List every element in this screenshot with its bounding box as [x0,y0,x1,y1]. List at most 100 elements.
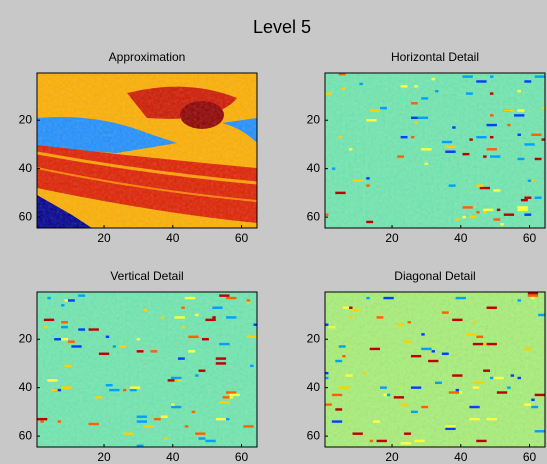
image-pixel [43,318,55,322]
image [37,292,257,447]
image-pixel [431,350,435,353]
image-pixel [143,425,154,428]
image-pixel [188,350,196,353]
image-pixel [472,381,484,385]
image-pixel [404,340,411,343]
image-pixel [486,148,497,151]
image-pixel [376,439,387,443]
image-pixel [455,218,460,221]
image-pixel [246,301,251,305]
image-pixel [445,427,456,431]
image-pixel [452,318,463,322]
image-pixel [524,403,532,406]
image-pixel [369,347,380,351]
image-pixel [338,73,346,76]
image-pixel [325,403,332,406]
image-pixel [195,313,199,317]
image-pixel [517,208,528,212]
image-pixel [517,157,525,161]
image-pixel [524,213,532,216]
image-pixel [383,393,387,397]
y-tick-label: 60 [307,209,321,223]
y-tick-label: 20 [307,112,321,126]
image-pixel [37,417,48,421]
image-pixel [455,388,460,392]
image-pixel [181,306,185,309]
image-pixel [445,150,456,153]
image-pixel [490,155,501,158]
image-pixel [524,143,535,146]
image-pixel [246,299,251,302]
x-tick-label: 60 [235,231,249,245]
image-pixel [476,211,480,214]
image-pixel [469,405,480,409]
image-pixel [462,215,466,219]
y-tick-label: 20 [307,331,321,345]
image-pixel [366,220,374,224]
image-pixel [342,354,346,358]
image-pixel [122,432,134,435]
x-tick-label: 20 [97,231,111,245]
image-pixel [524,196,532,199]
image-pixel [226,316,237,319]
image-pixel [421,347,432,351]
y-tick-label: 20 [19,331,33,345]
image-pixel [483,369,490,372]
image-pixel [462,75,473,78]
image-pixel [61,321,68,324]
image-pixel [136,338,141,341]
image-pixel [71,345,82,348]
image-pixel [195,374,199,377]
image [325,292,545,447]
image-pixel [380,386,387,389]
image-pixel [335,191,346,195]
image-pixel [345,374,353,377]
image-pixel [534,196,542,199]
image-pixel [47,296,51,300]
image-pixel [479,186,490,190]
axes-box [324,72,546,229]
image-pixel [98,352,110,355]
image-pixel [54,338,62,341]
image-pixel [325,323,329,326]
image-pixel [448,391,460,394]
image-pixel [174,316,185,319]
image-pixel [177,357,185,360]
y-tick-label: 20 [19,112,33,126]
image-pixel [349,316,353,319]
image-content [325,73,545,228]
image-pixel [476,184,484,187]
image-pixel [342,306,350,309]
image-pixel [527,292,539,295]
image-pixel [198,437,206,440]
image-pixel [78,294,86,297]
image-pixel [43,325,48,329]
image-pixel [369,109,380,112]
image-pixel [493,376,504,380]
image-pixel [441,311,449,314]
image-pixel [383,296,394,300]
image-pixel [448,184,456,187]
image-pixel [57,420,62,423]
image-noise [325,292,545,447]
image-pixel [452,374,463,377]
image-pixel [520,198,528,202]
image-pixel [160,415,168,418]
image-pixel [64,364,72,368]
image-pixel [517,133,521,136]
image-pixel [331,167,336,170]
image-pixel [469,138,473,141]
image-pixel [424,162,429,166]
image-pixel [88,328,99,331]
image-pixel [325,376,329,380]
image-pixel [78,328,86,331]
image-pixel [397,155,405,158]
image-pixel [421,148,432,151]
image-noise [37,73,257,228]
image-pixel [476,80,487,83]
image-pixel [215,357,227,360]
image-pixel [410,135,415,139]
image-pixel [202,338,209,341]
image-content [37,73,257,228]
image-pixel [410,410,418,414]
